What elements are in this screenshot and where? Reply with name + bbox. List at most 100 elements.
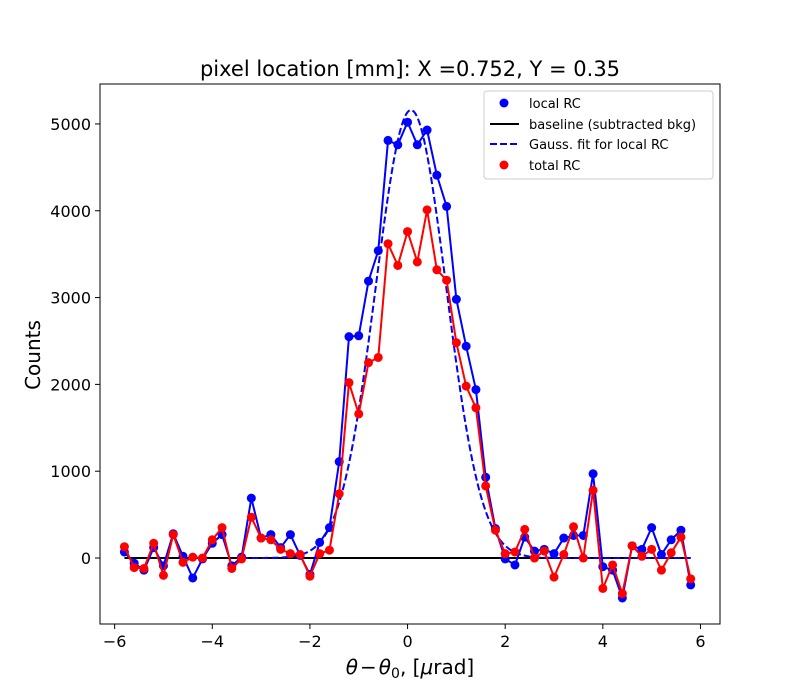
x-axis-label-subscript: 0 [391, 666, 400, 682]
x-tick-label: 0 [402, 632, 412, 651]
x-tick-label: −6 [103, 632, 127, 651]
total-rc-point [364, 358, 373, 368]
total-rc-point [188, 552, 198, 562]
local-rc-point [285, 530, 295, 540]
local-rc-point [549, 549, 559, 559]
total-rc-point [334, 489, 344, 499]
x-tick-label: 6 [695, 632, 705, 651]
total-rc-point [344, 378, 354, 388]
local-rc-point [393, 140, 403, 150]
total-rc-point [129, 563, 139, 573]
local-rc-point [383, 135, 393, 145]
x-axis-label-mu: μ [420, 655, 434, 679]
total-rc-point [588, 485, 598, 495]
x-tick-label: 2 [500, 632, 510, 651]
total-rc-point [383, 239, 393, 249]
y-tick-label: 4000 [50, 202, 91, 221]
total-rc-point [373, 352, 383, 362]
legend-box [483, 90, 714, 180]
y-tick-label: 1000 [50, 462, 91, 481]
local-rc-point [451, 294, 461, 304]
local-rc-point [676, 525, 686, 535]
local-rc-point [637, 544, 647, 554]
legend-label-local-rc: local RC [529, 97, 581, 112]
total-rc-point [510, 547, 520, 557]
x-tick-label: −2 [298, 632, 322, 651]
x-axis-label-minus: − [360, 655, 377, 679]
local-rc-point [344, 332, 354, 342]
x-tick-label: −4 [200, 632, 224, 651]
total-rc-point [256, 533, 266, 543]
legend-label-total-rc: total RC [529, 159, 580, 174]
local-rc-point [647, 523, 657, 533]
total-rc-point [158, 570, 168, 580]
local-rc-point [403, 117, 413, 127]
total-rc-point [627, 541, 637, 551]
total-rc-point [520, 524, 530, 534]
total-rc-point [676, 532, 686, 542]
total-rc-point [451, 338, 461, 348]
total-rc-point [529, 553, 539, 563]
x-tick-label: 4 [598, 632, 608, 651]
total-rc-point [393, 260, 403, 270]
total-rc-point [227, 563, 237, 573]
x-axis-label-unit: rad] [433, 655, 474, 679]
gauss-fit-curve [241, 109, 691, 560]
total-rc-point [617, 589, 627, 599]
total-rc-point [422, 205, 432, 215]
series-layer [119, 109, 696, 603]
total-rc-point [559, 550, 569, 560]
local-rc-point [666, 535, 676, 545]
total-rc-point [149, 538, 159, 548]
total-rc-point [578, 553, 588, 563]
local-rc-point [461, 341, 471, 351]
legend: local RC baseline (subtracted bkg) Gauss… [483, 90, 714, 180]
total-rc-point [461, 381, 471, 391]
local-rc-point [246, 493, 256, 503]
y-tick-label: 0 [81, 549, 91, 568]
total-rc-point [471, 403, 481, 413]
chart-title: pixel location [mm]: X =0.752, Y = 0.35 [200, 57, 620, 81]
total-rc-point [315, 549, 325, 559]
total-rc-point [569, 522, 579, 532]
y-axis: 0 1000 2000 3000 4000 5000 [50, 115, 100, 568]
x-axis: −6 −4 −2 0 2 4 6 [103, 624, 706, 651]
local-rc-point [510, 560, 520, 570]
legend-label-baseline: baseline (subtracted bkg) [529, 118, 696, 133]
local-rc-point [364, 276, 373, 286]
total-rc-point [285, 549, 295, 559]
total-rc-point [637, 551, 647, 561]
x-axis-label-comma: , [ [400, 655, 421, 679]
total-rc-point [276, 544, 286, 554]
total-rc-point [403, 227, 413, 237]
total-rc-point [237, 554, 247, 564]
local-rc-point [656, 550, 666, 560]
total-rc-point [490, 525, 500, 535]
total-rc-point [207, 535, 217, 545]
total-rc-point [354, 409, 364, 419]
local-rc-point [354, 331, 364, 341]
local-rc-point [559, 533, 569, 543]
total-rc-point [412, 257, 422, 267]
plot-frame [99, 83, 721, 625]
total-rc-point [656, 565, 666, 575]
total-rc-point [246, 512, 256, 522]
y-tick-label: 5000 [50, 115, 91, 134]
total-rc-point [647, 544, 657, 554]
legend-label-gauss-fit: Gauss. fit for local RC [529, 138, 668, 153]
total-rc-point [198, 553, 208, 563]
total-rc-point [266, 535, 276, 545]
local-rc-point [432, 170, 442, 180]
total-rc-point [442, 275, 452, 285]
local-rc-point [188, 573, 198, 583]
total-rc-point [598, 583, 608, 593]
x-axis-label: θ − θ0, [μrad] [346, 655, 474, 682]
y-axis-label: Counts [21, 320, 45, 390]
total-rc-point [139, 563, 149, 573]
y-tick-label: 2000 [50, 375, 91, 394]
legend-marker-total-rc [499, 160, 509, 170]
local-rc-point [412, 140, 422, 150]
total-rc-point [305, 571, 315, 581]
total-rc-point [686, 574, 696, 584]
